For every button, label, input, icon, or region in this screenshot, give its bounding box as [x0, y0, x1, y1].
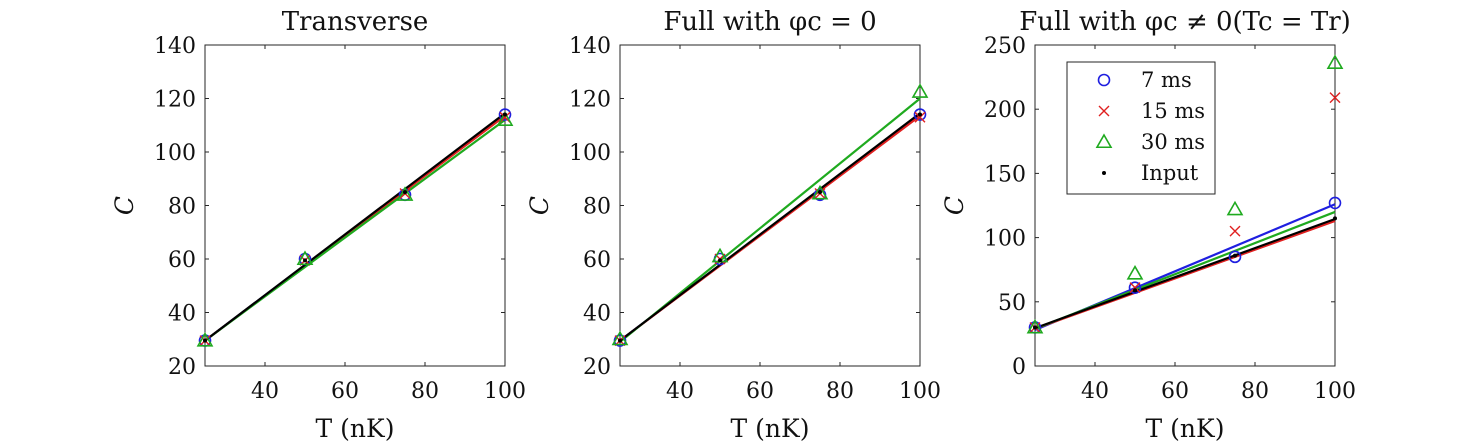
data-point-series-1 [498, 108, 512, 121]
data-point-series-3 [1326, 54, 1344, 70]
plot-frame [619, 44, 921, 367]
y-tick-label: 150 [984, 162, 1026, 187]
data-point-series-3 [1026, 318, 1044, 334]
data-point-series-3 [1226, 200, 1244, 216]
legend-marker [1095, 133, 1113, 149]
data-point-series-4 [1233, 253, 1237, 258]
x-tick-label: 40 [666, 379, 694, 404]
y-tick-label: 0 [1012, 355, 1026, 380]
legend: 7 ms 15 ms 30 ms Input [1066, 61, 1216, 195]
fit-line-series-4 [619, 112, 921, 342]
x-tick-label: 80 [1241, 379, 1269, 404]
data-point-series-4 [303, 258, 307, 263]
legend-marker [1097, 73, 1111, 87]
x-axis-label: T (nK) [1146, 414, 1225, 443]
data-point-series-4 [718, 258, 722, 263]
y-axis-label: C [940, 196, 969, 215]
x-tick-label: 80 [826, 379, 854, 404]
data-point-series-3 [1126, 264, 1144, 280]
x-tick-label: 80 [411, 379, 439, 404]
y-tick-label: 80 [168, 195, 196, 220]
y-tick-label: 60 [168, 248, 196, 273]
legend-entry: 7 ms [1141, 68, 1192, 92]
x-tick-label: 100 [899, 379, 941, 404]
y-tick-label: 120 [569, 88, 611, 113]
data-point-series-1 [1128, 281, 1142, 294]
data-point-series-4 [618, 338, 622, 343]
data-point-series-4 [503, 112, 507, 117]
y-tick-label: 40 [583, 302, 611, 327]
y-tick-label: 140 [569, 34, 611, 59]
x-axis-label: T (nK) [731, 414, 810, 443]
data-point-series-3 [911, 83, 929, 98]
chart-1: 40 60 80 100 20 40 60 80 100 120 140 Transverse T (n… [110, 7, 526, 443]
y-tick-label: 100 [569, 141, 611, 166]
y-tick-label: 120 [154, 88, 196, 113]
fit-line-series-4 [1034, 217, 1336, 330]
data-point-series-2 [1229, 225, 1241, 237]
data-point-series-1 [1228, 250, 1242, 264]
plot-frame [204, 44, 506, 367]
chart-title: Full with φc ≠ 0(Tc = Tr) [1019, 7, 1351, 37]
x-tick-label: 100 [1314, 379, 1356, 404]
y-tick-label: 250 [984, 34, 1026, 59]
data-point-series-4 [1133, 288, 1137, 293]
y-tick-label: 80 [583, 195, 611, 220]
data-point-series-3 [611, 330, 629, 346]
x-tick-label: 60 [331, 379, 359, 404]
legend-entry: 15 ms [1141, 99, 1205, 123]
y-tick-label: 20 [583, 355, 611, 380]
data-point-series-2 [1329, 92, 1341, 104]
data-point-series-3 [196, 331, 214, 347]
data-point-series-3 [296, 250, 314, 266]
x-tick-label: 40 [1081, 379, 1109, 404]
data-point-series-3 [496, 111, 514, 126]
y-tick-label: 140 [154, 34, 196, 59]
y-axis-label: C [525, 196, 554, 215]
legend-entry: Input [1141, 161, 1199, 185]
fit-line-series-4 [204, 112, 506, 342]
data-point-series-2 [914, 111, 926, 123]
y-tick-label: 100 [154, 141, 196, 166]
data-point-series-1 [913, 108, 927, 121]
x-tick-label: 100 [484, 379, 526, 404]
chart-2: 40 60 80 100 20 40 60 80 100 120 140 Full with φc =… [525, 7, 941, 443]
legend-marker [1102, 171, 1106, 175]
data-point-series-4 [1033, 325, 1037, 330]
chart-title: Full with φc = 0 [663, 7, 876, 37]
data-point-series-3 [396, 186, 414, 201]
x-tick-label: 60 [746, 379, 774, 404]
x-axis-label: T (nK) [316, 414, 395, 443]
y-tick-label: 100 [984, 227, 1026, 252]
legend-entry: 30 ms [1141, 130, 1205, 154]
data-point-series-3 [811, 184, 829, 200]
data-point-series-2 [1129, 282, 1141, 294]
x-tick-label: 60 [1161, 379, 1189, 404]
data-point-series-4 [203, 338, 207, 343]
data-point-series-4 [818, 190, 822, 195]
data-point-series-4 [1333, 216, 1337, 221]
y-tick-label: 20 [168, 355, 196, 380]
y-axis-label: C [110, 196, 139, 215]
data-point-series-2 [499, 111, 511, 123]
legend-marker [1098, 105, 1110, 117]
plot-frame [1034, 44, 1336, 367]
x-tick-label: 40 [251, 379, 279, 404]
y-tick-label: 50 [998, 291, 1026, 316]
chart-title: Transverse [282, 7, 429, 37]
y-tick-label: 40 [168, 302, 196, 327]
data-point-series-4 [403, 190, 407, 195]
y-tick-label: 200 [984, 98, 1026, 123]
data-point-series-4 [918, 112, 922, 117]
legend-box [1066, 61, 1216, 195]
y-tick-label: 60 [583, 248, 611, 273]
data-point-series-1 [1328, 196, 1342, 210]
